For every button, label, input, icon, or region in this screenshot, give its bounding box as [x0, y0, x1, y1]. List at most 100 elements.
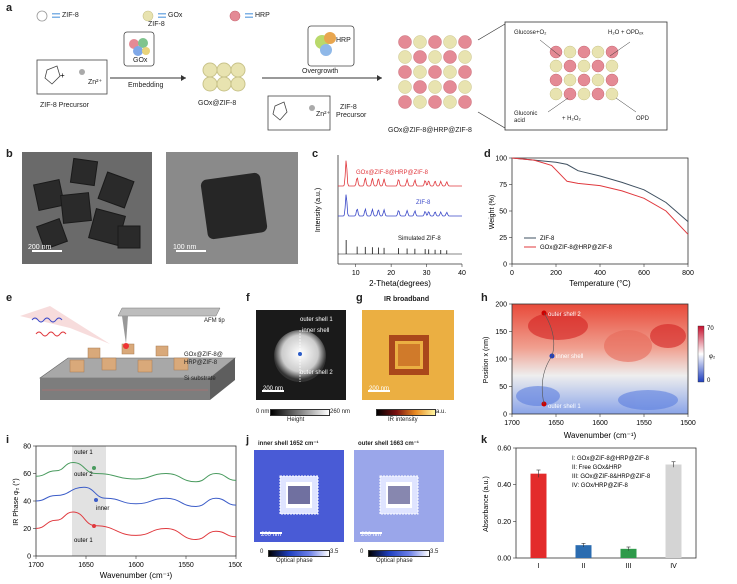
tga-xlabel: Temperature (°C) — [569, 279, 631, 288]
i-series-line — [35, 461, 237, 483]
zn-label-2: Zn²⁺ — [316, 111, 331, 118]
j-cbar1-max: 3.5 — [330, 549, 339, 555]
hm-label-inner: inner shell — [556, 354, 583, 360]
zoom-particle — [591, 87, 605, 101]
zoom-particle — [591, 45, 605, 59]
hm-ylabel: Position x (nm) — [483, 337, 490, 384]
ir-colorbar — [376, 409, 436, 416]
panel-label-c: c — [312, 148, 319, 160]
j-cbar1-title: Optical phase — [276, 558, 313, 564]
i-xtick-label: 1500 — [228, 562, 242, 569]
hrp-box-label: HRP — [336, 37, 351, 44]
zoom-particle — [605, 73, 619, 87]
k-ylabel: Absorbance (a.u.) — [483, 476, 490, 532]
zoom-particle — [563, 59, 577, 73]
i-xlabel: Wavenumber (cm⁻¹) — [100, 571, 173, 580]
hm-xtick-label: 1500 — [680, 420, 696, 427]
tga-chart: 0 200 400 600 800 0 25 50 75 100 Temperature (°C)… — [489, 156, 694, 289]
tga-xtick-label: 0 — [510, 270, 514, 277]
i-ytick-label: 60 — [23, 471, 31, 478]
f-label-outer2: outer shell 2 — [300, 370, 333, 376]
product-particle — [428, 80, 442, 94]
j-colorbar-2 — [368, 550, 430, 557]
zoom-particle — [563, 87, 577, 101]
hm-ytick-label: 100 — [495, 357, 507, 364]
panel-label-i: i — [6, 434, 10, 446]
product-label: GOx@ZIF-8@HRP@ZIF-8 — [388, 127, 472, 134]
k-bar — [620, 548, 637, 558]
j-cbar2-min: 0 — [360, 549, 364, 555]
gox-zif8-label: GOx@ZIF-8 — [198, 100, 237, 107]
zoom-particle — [577, 73, 591, 87]
hm-ytick-label: 200 — [495, 302, 507, 309]
opd-label: OPD — [636, 116, 650, 122]
k-legend-0: I: GOx@ZIF-8@HRP@ZIF-8 — [572, 456, 650, 462]
i-xtick-label: 1600 — [128, 562, 144, 569]
tga-ylabel: Weight (%) — [489, 195, 496, 230]
k-ytick-label: 0.20 — [497, 519, 511, 526]
i-xtick-label: 1700 — [28, 562, 44, 569]
product-particle — [458, 95, 472, 109]
zoom-particle — [591, 59, 605, 73]
product-particle — [413, 50, 427, 64]
tga-legend-1: ZIF-8 — [540, 236, 555, 242]
hm-ytick-label: 150 — [495, 329, 507, 336]
xrd-xtick-label: 20 — [387, 270, 395, 277]
embedding-label: Embedding — [128, 82, 164, 89]
tga-ytick-label: 75 — [499, 182, 507, 189]
sample-label-2: HRP@ZIF-8 — [184, 360, 218, 366]
legend-zif8-text: ZIF-8 — [62, 12, 79, 19]
k-category-label: III — [626, 563, 632, 570]
ir-broadband-map — [362, 310, 454, 400]
xrd-chart: 10 20 30 40 2-Theta(degrees) Intensity (a.u… — [315, 155, 466, 288]
substrate-label: Si substrate — [184, 376, 216, 382]
panel-label-k: k — [481, 434, 488, 446]
k-category-label: I — [538, 563, 540, 570]
i-xtick-label: 1650 — [78, 562, 94, 569]
zoom-particle — [577, 45, 591, 59]
height-colorbar — [270, 409, 330, 416]
i-series-line — [35, 486, 237, 508]
xrd-series-line — [338, 194, 462, 217]
i-shaded-band — [72, 446, 106, 556]
hrp-box — [307, 25, 355, 67]
zif8-precursor-label: ZIF-8 Precursor — [40, 102, 90, 109]
xrd-legend-red: GOx@ZIF-8@HRP@ZIF-8 — [356, 170, 429, 176]
zoom-particle — [577, 59, 591, 73]
f-scale: 200 nm — [263, 386, 284, 392]
gox-zif8-cluster — [202, 62, 246, 92]
tga-ytick-label: 50 — [499, 209, 507, 216]
product-particle — [428, 35, 442, 49]
panel-label-a: a — [6, 2, 13, 14]
afm-height-map — [256, 310, 346, 400]
xrd-series-line — [338, 160, 462, 187]
tga-xtick-label: 200 — [550, 270, 562, 277]
k-legend-2: III: GOx@ZIF-8&HRP@ZIF-8 — [572, 474, 651, 480]
j-cbar1-min: 0 — [260, 549, 264, 555]
k-legend-1: II: Free GOx&HRP — [572, 465, 622, 471]
hm-xtick-label: 1650 — [548, 420, 564, 427]
tga-ytick-label: 100 — [495, 156, 507, 163]
hm-ytick-label: 50 — [499, 384, 507, 391]
hm-ytick-label: 0 — [503, 412, 507, 419]
hm-cbar-unit: φ₂ — [709, 354, 716, 360]
k-bar — [530, 473, 547, 558]
tga-xtick-label: 600 — [638, 270, 650, 277]
zoom-particle — [549, 45, 563, 59]
hm-xlabel: Wavenumber (cm⁻¹) — [564, 431, 637, 440]
i-ann-1: outer 2 — [74, 472, 93, 478]
zn-label-1: Zn²⁺ — [88, 79, 103, 86]
product-particle — [398, 65, 412, 79]
k-ytick-label: 0.00 — [497, 556, 511, 563]
j-cbar2-max: 3.5 — [430, 549, 439, 555]
xrd-xtick-label: 30 — [423, 270, 431, 277]
afm-ir-schematic — [20, 306, 236, 400]
panel-label-h: h — [481, 292, 488, 304]
panel-label-f: f — [246, 292, 250, 304]
xrd-legend-blue: ZIF-8 — [416, 200, 431, 206]
gluconic-label-1: Gluconic — [514, 111, 538, 117]
tga-ytick-label: 25 — [499, 235, 507, 242]
precursor-box-1 — [36, 59, 108, 95]
product-particle — [443, 95, 457, 109]
tga-xtick-label: 400 — [594, 270, 606, 277]
